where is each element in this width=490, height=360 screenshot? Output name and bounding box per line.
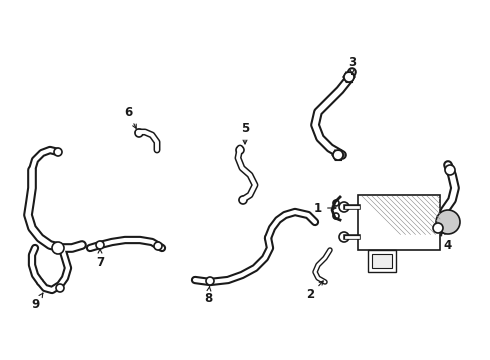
Text: 6: 6 bbox=[124, 105, 136, 129]
Circle shape bbox=[206, 277, 214, 285]
Circle shape bbox=[54, 148, 62, 156]
Circle shape bbox=[339, 232, 349, 242]
Circle shape bbox=[333, 200, 339, 206]
Circle shape bbox=[344, 72, 354, 82]
Circle shape bbox=[433, 223, 443, 233]
Circle shape bbox=[135, 129, 143, 137]
Circle shape bbox=[236, 146, 244, 154]
Text: 2: 2 bbox=[306, 281, 323, 302]
Text: 7: 7 bbox=[96, 249, 104, 269]
Text: 8: 8 bbox=[204, 286, 212, 305]
Text: 4: 4 bbox=[441, 231, 452, 252]
Circle shape bbox=[239, 196, 247, 204]
Text: 9: 9 bbox=[31, 293, 43, 311]
Circle shape bbox=[56, 284, 64, 292]
Bar bbox=[368, 250, 396, 272]
Circle shape bbox=[154, 242, 162, 250]
Bar bbox=[372, 254, 392, 268]
Text: 3: 3 bbox=[348, 55, 356, 74]
Text: 5: 5 bbox=[241, 122, 249, 144]
Bar bbox=[358, 195, 440, 250]
Circle shape bbox=[436, 210, 460, 234]
Circle shape bbox=[52, 242, 64, 254]
Circle shape bbox=[96, 241, 104, 249]
Circle shape bbox=[333, 150, 343, 160]
Text: 1: 1 bbox=[314, 202, 336, 215]
Circle shape bbox=[339, 202, 349, 212]
Circle shape bbox=[333, 213, 339, 219]
Circle shape bbox=[445, 165, 455, 175]
